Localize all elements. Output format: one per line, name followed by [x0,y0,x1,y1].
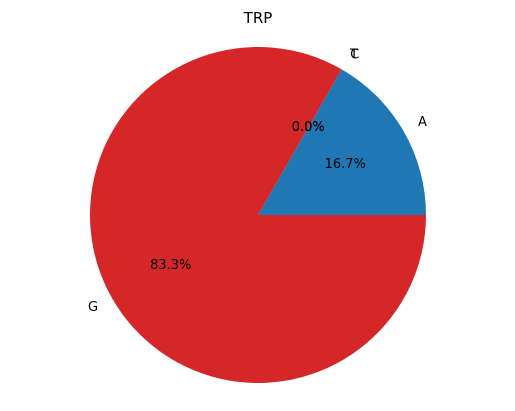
slice-label-g: G [88,300,98,315]
slice-label-t: T [349,47,358,62]
chart-title: TRP [243,9,273,27]
pie-slice-g [90,46,426,383]
pct-label-t: 0.0% [292,120,325,135]
pie-slices [90,46,426,383]
pie-slice-a [258,69,426,215]
pie-labels: A16.7%C0.0%T0.0%G83.3% [88,47,427,315]
slice-label-c: C [350,47,359,62]
pct-label-g: 83.3% [150,258,191,273]
slice-label-a: A [418,115,427,130]
pct-label-c: 0.0% [292,120,325,135]
pct-label-a: 16.7% [325,157,366,172]
